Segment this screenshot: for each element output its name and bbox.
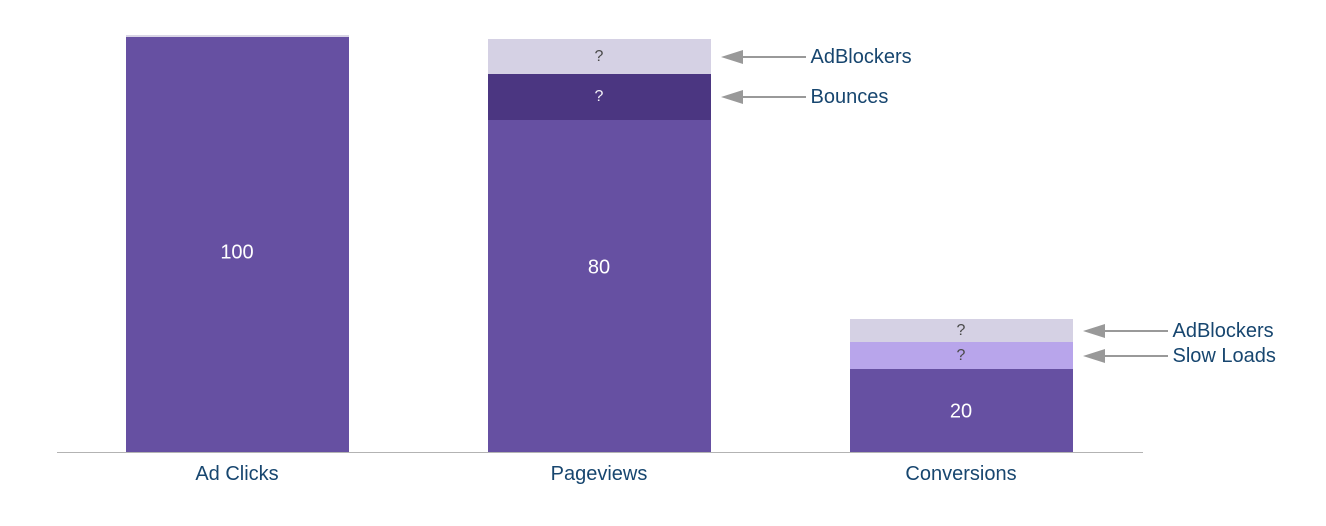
bar-segment-main (487, 120, 711, 452)
segment-question-label: ? (594, 47, 604, 65)
bar-segment-bounces: ? (487, 74, 711, 120)
arrow-left-icon (720, 90, 743, 105)
annotation-label: Bounces (810, 86, 889, 109)
x-axis-line (57, 451, 1143, 453)
annotation-label: AdBlockers (1172, 319, 1274, 342)
bar-segment-main (849, 369, 1073, 452)
annotation-arrow (1082, 323, 1168, 338)
x-axis-label: Ad Clicks (195, 463, 279, 485)
arrow-shaft (1104, 329, 1168, 332)
arrow-left-icon (720, 49, 743, 64)
bar-value-label: 100 (220, 241, 254, 264)
x-axis-label: Pageviews (550, 463, 648, 485)
arrow-shaft (742, 55, 806, 58)
segment-question-label: ? (956, 346, 966, 364)
bar-segment-top-strip (125, 34, 349, 37)
annotation-arrow (720, 90, 806, 105)
annotation-arrow (720, 49, 806, 64)
annotation-label: Slow Loads (1172, 344, 1276, 367)
bar-segment-slow-loads: ? (849, 342, 1073, 369)
annotation-arrow (1082, 348, 1168, 363)
bar-segment-main (125, 37, 349, 452)
bar-segment-adblockers: ? (849, 319, 1073, 342)
arrow-left-icon (1082, 323, 1105, 338)
arrow-left-icon (1082, 348, 1105, 363)
x-axis-label: Conversions (905, 463, 1017, 485)
arrow-shaft (742, 96, 806, 99)
bar-segment-adblockers: ? (487, 39, 711, 75)
arrow-shaft (1104, 354, 1168, 357)
bar-value-label: 20 (949, 400, 973, 423)
bar-value-label: 80 (587, 256, 611, 279)
segment-question-label: ? (594, 88, 604, 106)
annotation-label: AdBlockers (810, 45, 912, 68)
segment-question-label: ? (956, 321, 966, 339)
